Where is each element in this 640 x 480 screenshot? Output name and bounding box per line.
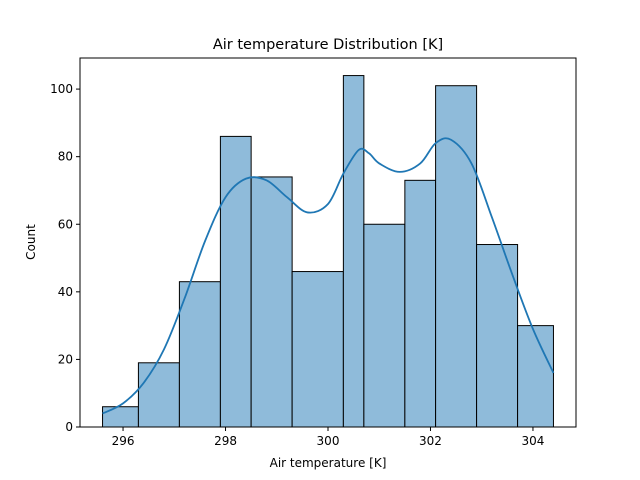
histogram-bar-1 bbox=[137, 362, 180, 428]
histogram-bars bbox=[102, 75, 554, 428]
y-tick-label: 100 bbox=[50, 82, 73, 96]
histogram-bar-7 bbox=[363, 223, 406, 428]
histogram-bar-5 bbox=[291, 271, 344, 428]
histogram-bar-11 bbox=[517, 325, 554, 428]
x-axis-label: Air temperature [K] bbox=[270, 456, 387, 470]
histogram-bar-8 bbox=[404, 179, 437, 428]
y-axis-ticks: 0 20 40 60 80 100 bbox=[50, 82, 80, 434]
histogram-bar-9 bbox=[435, 85, 478, 428]
histogram-bar-2 bbox=[178, 281, 221, 428]
y-tick-label: 0 bbox=[65, 420, 73, 434]
histogram-bar-6 bbox=[342, 75, 365, 428]
histogram-bar-4 bbox=[250, 176, 293, 428]
x-tick-label: 302 bbox=[419, 434, 442, 448]
histogram-bar-0 bbox=[102, 406, 139, 428]
y-tick-label: 60 bbox=[58, 217, 73, 231]
chart-title: Air temperature Distribution [K] bbox=[213, 37, 443, 53]
x-tick-label: 296 bbox=[112, 434, 135, 448]
y-tick-label: 40 bbox=[58, 285, 73, 299]
y-tick-label: 20 bbox=[58, 352, 73, 366]
x-tick-label: 298 bbox=[214, 434, 237, 448]
histogram-bar-10 bbox=[476, 244, 519, 428]
x-tick-label: 300 bbox=[317, 434, 340, 448]
y-axis-label: Count bbox=[24, 224, 38, 260]
histogram-bar-3 bbox=[219, 135, 252, 428]
y-tick-label: 80 bbox=[58, 150, 73, 164]
x-tick-label: 304 bbox=[522, 434, 545, 448]
x-axis-ticks: 296 298 300 302 304 bbox=[112, 427, 545, 448]
kde-line bbox=[102, 137, 555, 415]
